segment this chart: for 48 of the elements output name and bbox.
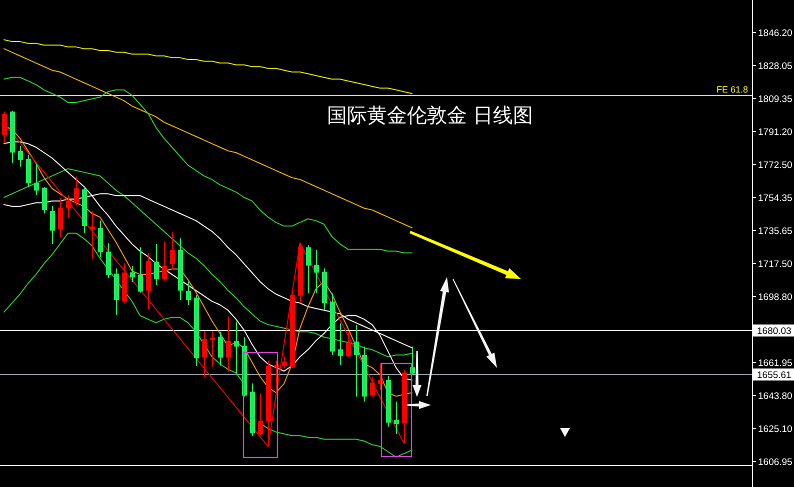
y-tick-label: 1772.50 xyxy=(758,160,792,171)
candlestick xyxy=(34,163,39,196)
candlestick xyxy=(58,198,63,238)
candlestick xyxy=(218,331,223,366)
candlestick xyxy=(154,244,159,286)
candlestick xyxy=(66,194,71,219)
candlestick xyxy=(338,322,343,366)
candlestick xyxy=(210,330,215,368)
ref-line-label: 1655.61 xyxy=(757,370,792,381)
y-tick-label: 1846.20 xyxy=(758,28,792,39)
y-tick-label: 1698.80 xyxy=(758,292,792,303)
text: 国际黄金伦敦金 日线图 xyxy=(326,103,534,127)
candlestick xyxy=(170,232,175,270)
candlestick xyxy=(130,265,135,282)
candlestick xyxy=(306,244,311,294)
candlestick xyxy=(370,376,375,398)
candlestick xyxy=(50,205,55,244)
candlestick xyxy=(106,242,111,279)
candlestick xyxy=(314,249,319,294)
y-tick-label: 1809.35 xyxy=(758,94,792,105)
line-series xyxy=(4,39,412,94)
line-series xyxy=(4,168,412,358)
y-tick-label: 1643.80 xyxy=(758,391,792,402)
y-tick-label: 1606.95 xyxy=(758,457,792,468)
candlestick xyxy=(346,331,351,358)
candlestick xyxy=(74,176,79,206)
candlestick xyxy=(354,324,359,398)
candlestick xyxy=(202,330,207,378)
y-tick-label: 1754.35 xyxy=(758,193,792,204)
candlestick xyxy=(138,246,143,294)
candlestick xyxy=(186,281,191,306)
candlestick xyxy=(18,145,23,168)
y-tick-label: 1625.10 xyxy=(758,424,792,435)
y-tick-label: 1661.95 xyxy=(758,358,792,369)
candlestick xyxy=(42,186,47,214)
candlestick xyxy=(90,210,95,260)
candlestick xyxy=(282,356,287,369)
candlestick xyxy=(226,316,231,372)
ref-line-label: 1680.03 xyxy=(757,326,792,337)
candlestick xyxy=(234,321,239,374)
y-tick-label: 1791.20 xyxy=(758,127,792,138)
candlestick xyxy=(258,392,263,436)
candlestick xyxy=(394,401,399,435)
y-tick-label: 1828.05 xyxy=(758,61,792,72)
y-tick-label: 1717.50 xyxy=(758,259,792,270)
ref-line-label: FE 61.8 xyxy=(716,84,748,94)
y-tick-label: 1735.65 xyxy=(758,226,792,237)
candlestick xyxy=(162,241,167,282)
